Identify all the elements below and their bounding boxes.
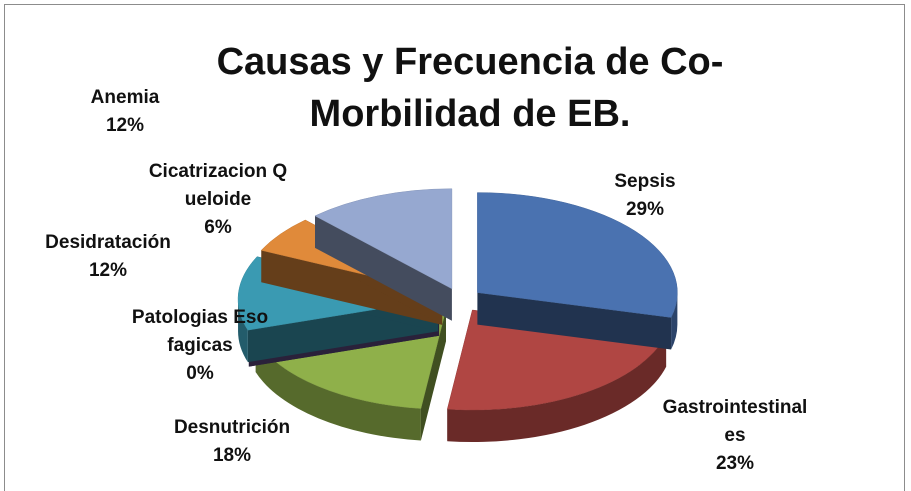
slice-value-label: 29% — [625, 199, 665, 220]
slice-wall — [255, 340, 421, 441]
slice-side — [314, 215, 452, 321]
slice-label: Anemia — [90, 87, 160, 108]
slice-label: Patologias Esofagicas — [131, 307, 269, 356]
slice-value-label: 18% — [212, 445, 252, 466]
slice-wall — [447, 334, 667, 443]
slice-wall — [671, 292, 678, 350]
slice — [314, 188, 453, 290]
slice-label: Desnutrición — [173, 417, 291, 438]
slice — [477, 192, 678, 318]
slice-value-label: 23% — [715, 453, 755, 474]
slice-value-label: 6% — [204, 217, 232, 238]
chart-title: Causas y Frecuencia de Co-Morbilidad de … — [216, 41, 724, 135]
slice-label: Desidratación — [45, 232, 171, 253]
slice-value-label: 0% — [186, 363, 214, 384]
slice-label: Sepsis — [614, 171, 676, 192]
slice-label: Gastrointestinales — [662, 397, 808, 446]
slice-side — [477, 292, 672, 350]
slice-side — [261, 250, 443, 325]
slice-value-label: 12% — [88, 260, 128, 281]
slice-value-label: 12% — [105, 115, 145, 136]
slice-label: Cicatrizacion Queloide — [148, 161, 288, 210]
